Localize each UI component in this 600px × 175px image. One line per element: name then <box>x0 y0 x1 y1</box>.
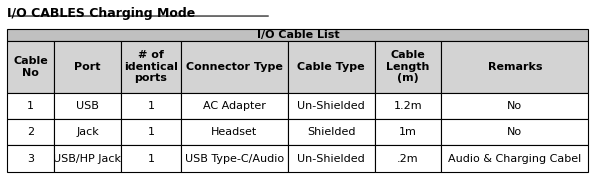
Text: 1: 1 <box>148 154 154 164</box>
Bar <box>7 119 54 145</box>
Text: No: No <box>508 101 523 111</box>
Bar <box>374 93 442 119</box>
Text: USB: USB <box>76 101 99 111</box>
Text: 1m: 1m <box>399 127 417 137</box>
Bar <box>54 41 121 93</box>
Text: 1: 1 <box>148 101 154 111</box>
Text: Un-Shielded: Un-Shielded <box>298 154 365 164</box>
Bar <box>442 41 589 93</box>
Text: USB Type-C/Audio: USB Type-C/Audio <box>185 154 284 164</box>
Bar <box>121 41 181 93</box>
Text: Jack: Jack <box>76 127 99 137</box>
Bar <box>288 93 374 119</box>
Bar <box>288 41 374 93</box>
Text: 2: 2 <box>27 127 34 137</box>
Text: 1: 1 <box>27 101 34 111</box>
Text: 3: 3 <box>27 154 34 164</box>
Text: Connector Type: Connector Type <box>186 62 283 72</box>
Text: # of
identical
ports: # of identical ports <box>124 50 178 83</box>
Bar <box>7 41 54 93</box>
Bar <box>181 41 288 93</box>
Text: I/O CABLES Charging Mode: I/O CABLES Charging Mode <box>7 6 196 20</box>
Bar <box>374 119 442 145</box>
Text: I/O Cable List: I/O Cable List <box>257 30 339 40</box>
Bar <box>7 29 589 41</box>
Text: Cable
No: Cable No <box>13 56 48 78</box>
Bar <box>181 145 288 172</box>
Text: .2m: .2m <box>397 154 419 164</box>
Bar <box>181 119 288 145</box>
Text: Un-Shielded: Un-Shielded <box>298 101 365 111</box>
Text: No: No <box>508 127 523 137</box>
Bar <box>288 145 374 172</box>
Text: 1.2m: 1.2m <box>394 101 422 111</box>
Text: 1: 1 <box>148 127 154 137</box>
Text: Cable
Length
(m): Cable Length (m) <box>386 50 430 83</box>
Bar <box>442 93 589 119</box>
Bar <box>374 145 442 172</box>
Bar <box>54 93 121 119</box>
Bar <box>121 119 181 145</box>
Bar <box>121 145 181 172</box>
Bar <box>288 119 374 145</box>
Bar <box>121 93 181 119</box>
Text: Headset: Headset <box>211 127 257 137</box>
Text: Port: Port <box>74 62 101 72</box>
Text: Shielded: Shielded <box>307 127 355 137</box>
Bar <box>7 93 54 119</box>
Bar <box>54 145 121 172</box>
Text: AC Adapter: AC Adapter <box>203 101 266 111</box>
Bar <box>442 145 589 172</box>
Bar <box>7 145 54 172</box>
Bar <box>181 93 288 119</box>
Text: Audio & Charging Cabel: Audio & Charging Cabel <box>448 154 581 164</box>
Bar <box>54 119 121 145</box>
Text: Remarks: Remarks <box>488 62 542 72</box>
Text: USB/HP Jack: USB/HP Jack <box>53 154 121 164</box>
Text: Cable Type: Cable Type <box>298 62 365 72</box>
Bar <box>442 119 589 145</box>
Bar <box>374 41 442 93</box>
